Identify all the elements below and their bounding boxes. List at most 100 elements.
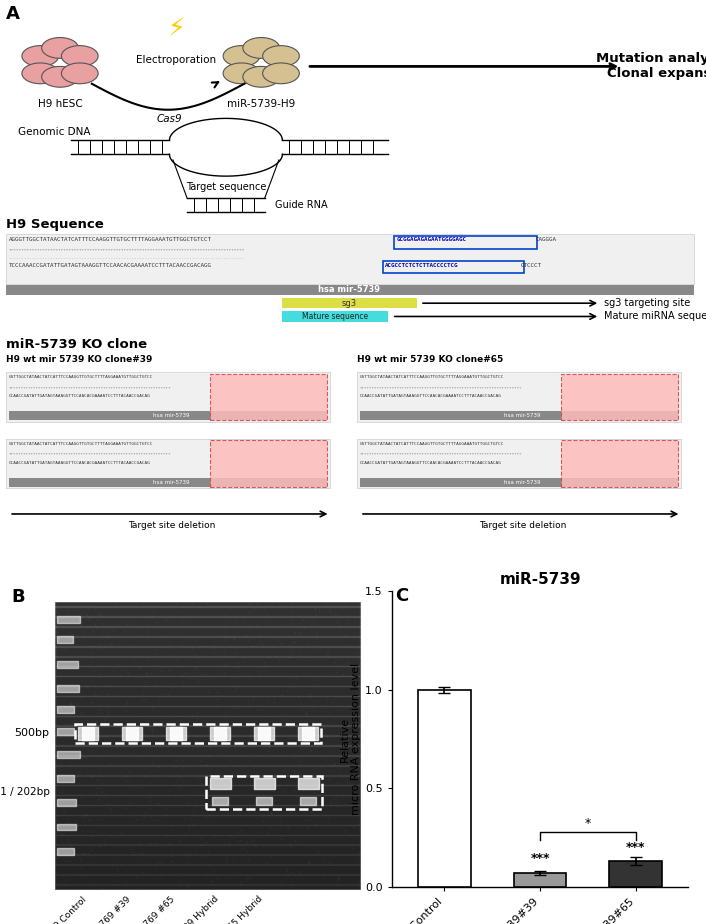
Point <box>198 666 210 681</box>
Point <box>327 695 338 710</box>
Point <box>205 770 217 784</box>
Point <box>90 785 102 800</box>
Ellipse shape <box>22 63 59 84</box>
Point <box>97 737 109 752</box>
Point <box>331 798 342 813</box>
Bar <box>282 311 388 322</box>
Point <box>188 827 199 842</box>
Point <box>68 862 79 877</box>
Point <box>177 675 189 689</box>
Point <box>109 596 121 611</box>
Point <box>160 612 171 626</box>
Point <box>55 756 66 771</box>
Point <box>202 845 213 859</box>
Point <box>177 600 189 614</box>
Point <box>199 748 210 763</box>
Point <box>160 629 172 644</box>
Point <box>218 666 229 681</box>
Point <box>262 711 273 726</box>
Text: Mutation analysis &
Clonal expansion: Mutation analysis & Clonal expansion <box>596 53 706 80</box>
Point <box>282 769 293 784</box>
Text: GGTTGGCTATAACTATCATTTCCAAGGTTGTGCTTTTAGGAAATGTTGGCTGTCC: GGTTGGCTATAACTATCATTTCCAAGGTTGTGCTTTTAGG… <box>360 442 504 445</box>
Point <box>142 652 153 667</box>
Point <box>93 637 104 651</box>
Point <box>294 626 306 641</box>
Point <box>322 647 333 662</box>
Point <box>287 747 299 761</box>
Text: ⚡: ⚡ <box>168 17 185 41</box>
Point <box>306 610 318 625</box>
Point <box>320 726 331 741</box>
Point <box>80 678 92 693</box>
Point <box>352 845 364 859</box>
Point <box>323 646 334 661</box>
Point <box>251 617 263 632</box>
Point <box>293 615 304 630</box>
Point <box>151 871 162 886</box>
Bar <box>9 478 327 487</box>
Point <box>150 614 162 629</box>
Point <box>273 653 285 668</box>
Point <box>236 852 247 867</box>
Point <box>256 702 267 717</box>
FancyBboxPatch shape <box>561 373 678 420</box>
Point <box>176 668 188 683</box>
Point <box>90 687 101 701</box>
Point <box>294 696 306 711</box>
Point <box>298 701 309 716</box>
Point <box>245 833 256 848</box>
Point <box>349 750 361 765</box>
Point <box>180 826 191 841</box>
Point <box>172 602 184 617</box>
Point <box>151 647 162 662</box>
Point <box>309 786 320 801</box>
Point <box>145 790 157 805</box>
Point <box>347 841 358 856</box>
Point <box>66 715 78 730</box>
Point <box>105 637 116 651</box>
Point <box>82 808 93 822</box>
Point <box>304 813 315 828</box>
Point <box>285 645 297 660</box>
Point <box>190 633 201 648</box>
Point <box>169 736 180 750</box>
Point <box>231 733 242 748</box>
Text: CCAACCGATATTGATAGTAAAGGTTCCAACACGAAAATCCTTTACAACCGACAG: CCAACCGATATTGATAGTAAAGGTTCCAACACGAAAATCC… <box>360 461 502 465</box>
Point <box>174 875 185 890</box>
Point <box>94 608 105 623</box>
Point <box>309 641 320 656</box>
Point <box>247 749 258 764</box>
Point <box>229 741 241 756</box>
Point <box>337 666 349 681</box>
Point <box>265 806 277 821</box>
Text: GTCCCT: GTCCCT <box>521 262 542 268</box>
Point <box>251 790 263 805</box>
Point <box>65 845 76 860</box>
Point <box>80 750 92 765</box>
Point <box>288 715 299 730</box>
Point <box>143 848 155 863</box>
Point <box>349 719 360 734</box>
Point <box>110 746 121 760</box>
Point <box>207 803 218 818</box>
Point <box>229 610 241 625</box>
Point <box>239 826 250 841</box>
Point <box>192 784 203 798</box>
Point <box>205 798 217 813</box>
Point <box>108 622 119 637</box>
Point <box>144 808 155 823</box>
Point <box>189 799 201 814</box>
Point <box>165 854 176 869</box>
Point <box>243 633 254 648</box>
Point <box>269 793 280 808</box>
Bar <box>418 690 471 887</box>
Point <box>171 596 182 611</box>
Point <box>249 723 260 738</box>
Point <box>287 792 299 807</box>
Point <box>78 868 90 882</box>
Ellipse shape <box>263 63 299 84</box>
Point <box>218 628 229 643</box>
Point <box>259 659 270 674</box>
Point <box>262 744 273 759</box>
Point <box>287 864 298 879</box>
